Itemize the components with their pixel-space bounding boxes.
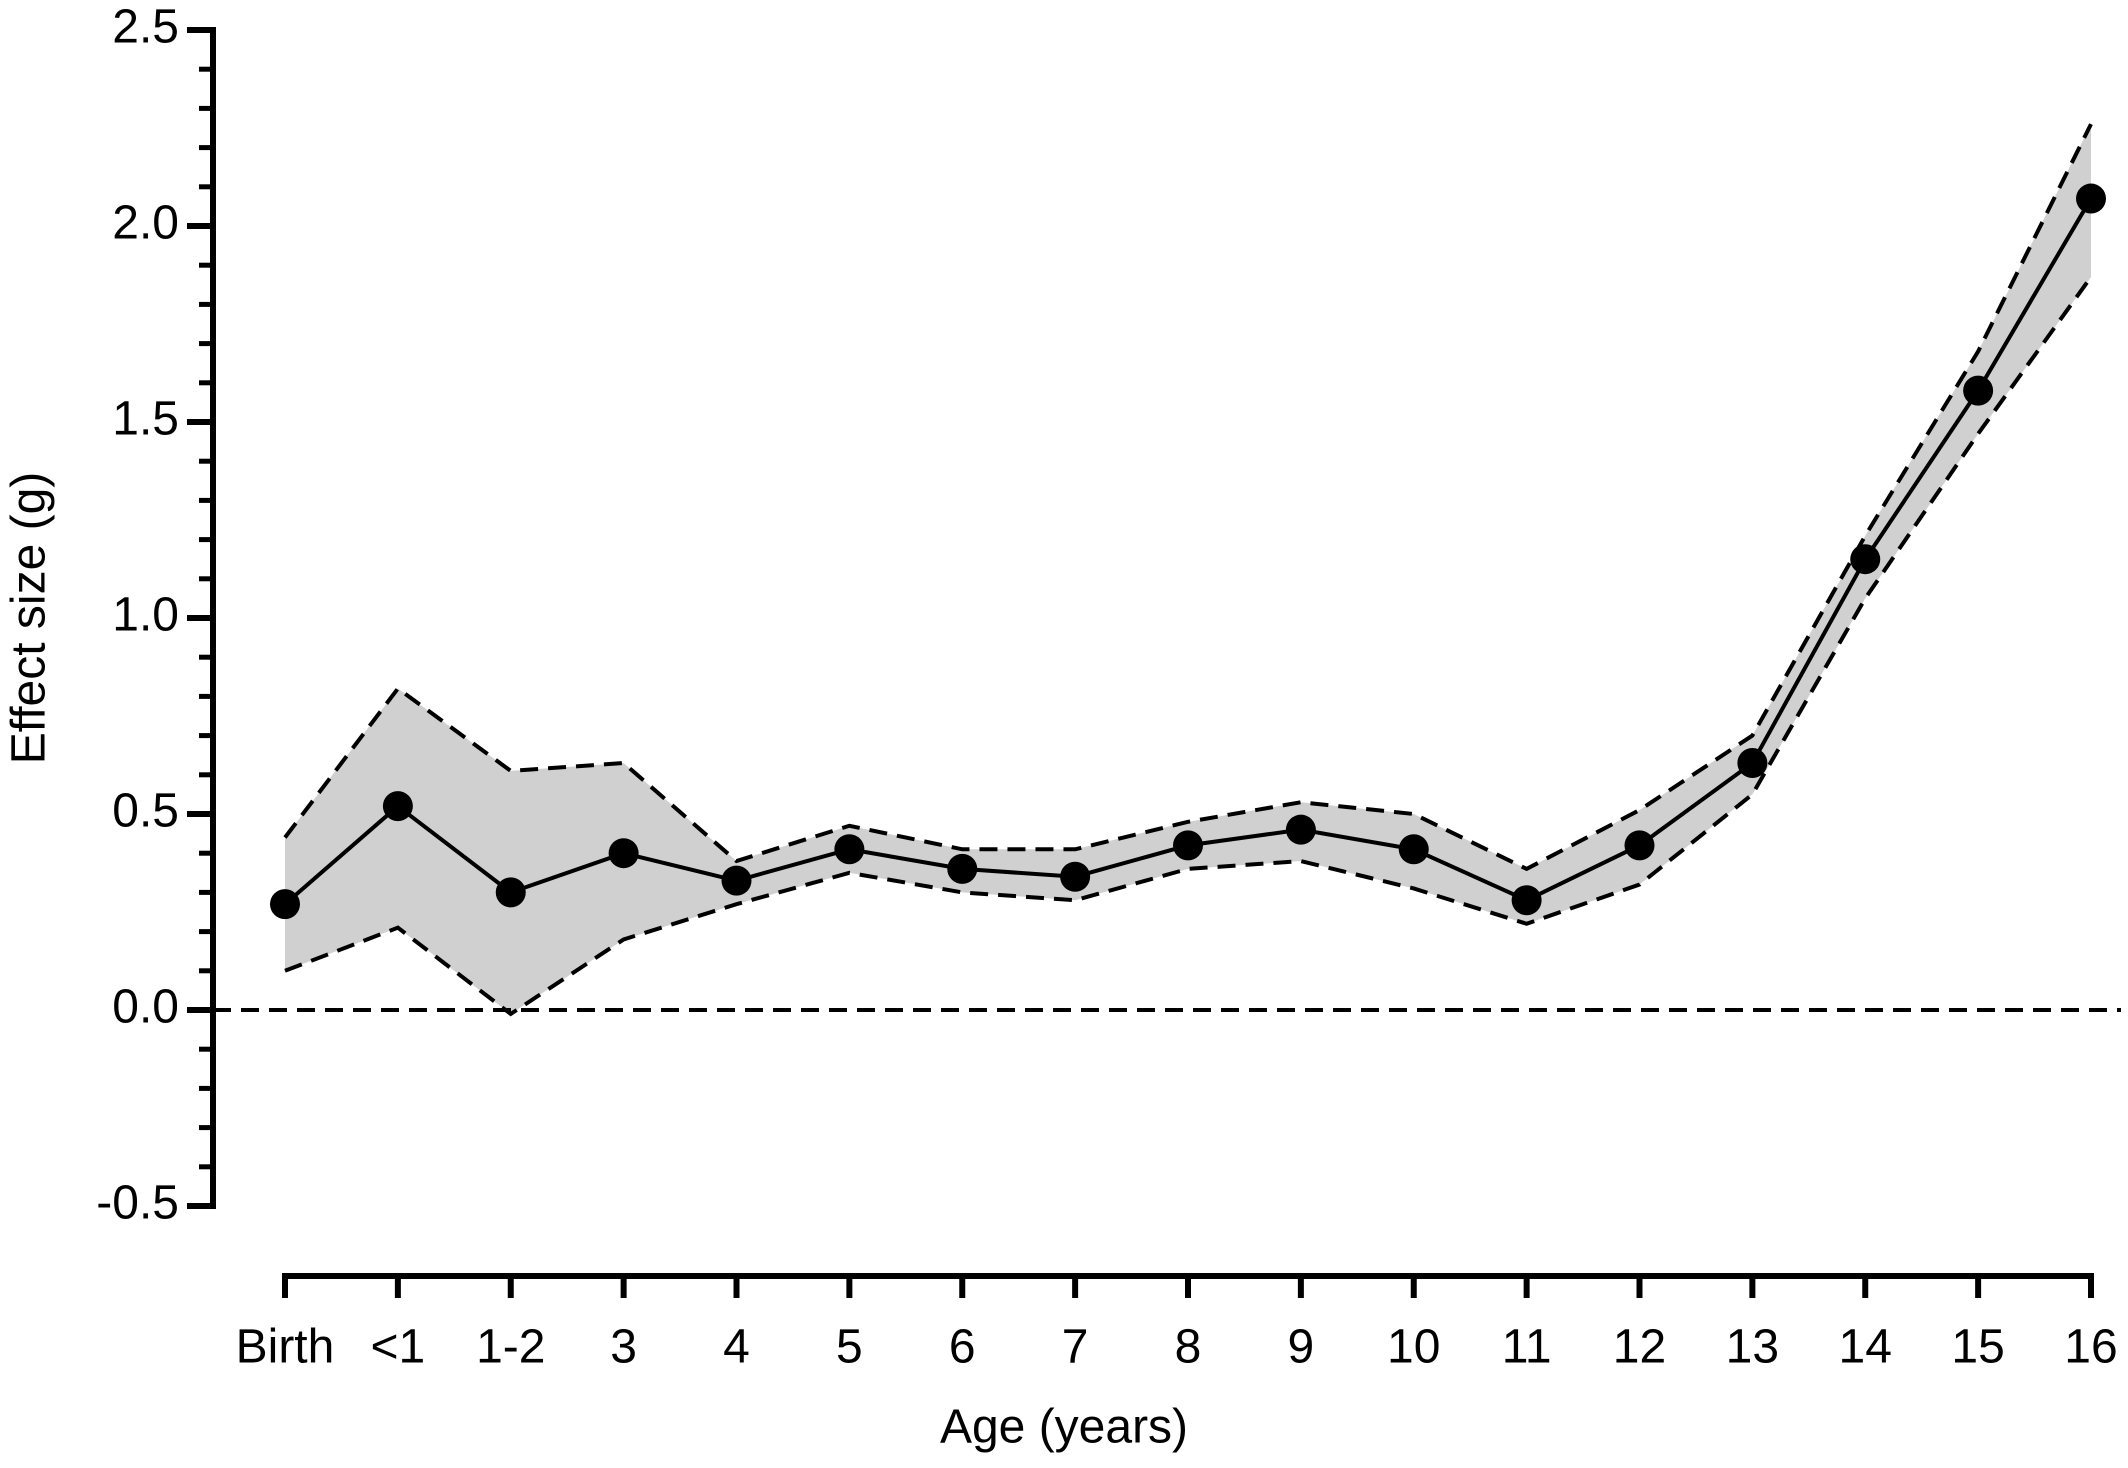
x-tick-label: 9 bbox=[1288, 1321, 1315, 1374]
x-tick-label: 3 bbox=[610, 1321, 637, 1374]
point bbox=[1737, 748, 1768, 779]
point bbox=[1624, 830, 1655, 861]
y-tick-label: 2.0 bbox=[112, 197, 179, 250]
y-tick-label: 2.5 bbox=[112, 1, 179, 54]
x-tick-label: <1 bbox=[371, 1321, 426, 1374]
x-tick-label: 12 bbox=[1613, 1321, 1666, 1374]
point bbox=[1060, 861, 1091, 892]
x-tick-label: 16 bbox=[2064, 1321, 2117, 1374]
point bbox=[1963, 375, 1994, 406]
x-tick-label: 15 bbox=[1951, 1321, 2004, 1374]
x-tick-label: 13 bbox=[1726, 1321, 1779, 1374]
point bbox=[1850, 544, 1881, 575]
point bbox=[834, 834, 865, 865]
x-tick-label: Birth bbox=[236, 1321, 335, 1374]
y-tick-label: -0.5 bbox=[96, 1177, 179, 1230]
point bbox=[1398, 834, 1429, 865]
point bbox=[270, 889, 300, 920]
point bbox=[1285, 814, 1316, 845]
x-tick-label: 10 bbox=[1387, 1321, 1440, 1374]
y-tick-label: 0.5 bbox=[112, 785, 179, 838]
ci-band bbox=[285, 124, 2091, 1014]
y-tick-label: 1.5 bbox=[112, 393, 179, 446]
point bbox=[1511, 885, 1542, 916]
y-tick-label: 1.0 bbox=[112, 589, 179, 642]
ci-lower bbox=[284, 275, 2093, 1017]
x-tick-label: 11 bbox=[1502, 1321, 1552, 1374]
point bbox=[1173, 830, 1203, 861]
x-tick-label: 4 bbox=[723, 1321, 750, 1374]
x-tick-label: 1-2 bbox=[476, 1321, 545, 1374]
y-axis-title: Effect size (g) bbox=[3, 472, 56, 765]
point bbox=[608, 838, 639, 869]
ci-upper bbox=[283, 123, 2093, 872]
x-tick-label: 6 bbox=[949, 1321, 976, 1374]
point bbox=[947, 853, 978, 884]
x-axis-title: Age (years) bbox=[940, 1401, 1188, 1454]
x-tick-label: 14 bbox=[1839, 1321, 1892, 1374]
point bbox=[382, 791, 413, 822]
point bbox=[495, 877, 526, 908]
point bbox=[721, 865, 752, 896]
x-tick-label: 8 bbox=[1175, 1321, 1202, 1374]
x-tick-label: 7 bbox=[1062, 1321, 1089, 1374]
y-tick-label: 0.0 bbox=[112, 981, 179, 1034]
point bbox=[2076, 183, 2106, 214]
x-tick-label: 5 bbox=[836, 1321, 863, 1374]
